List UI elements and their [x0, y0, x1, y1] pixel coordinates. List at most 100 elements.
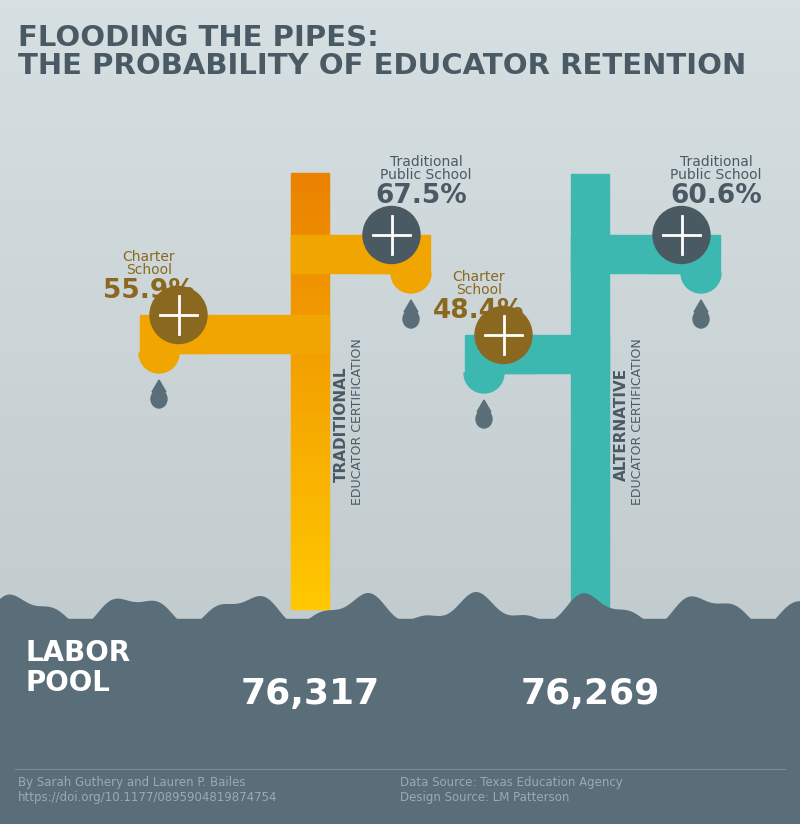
- Text: ALTERNATIVE: ALTERNATIVE: [614, 368, 629, 480]
- Bar: [0, 531, 800, 541]
- Text: By Sarah Guthery and Lauren P. Bailes: By Sarah Guthery and Lauren P. Bailes: [18, 776, 246, 789]
- Bar: [159, 315, 291, 353]
- Bar: [291, 179, 329, 185]
- Bar: [291, 330, 329, 337]
- Bar: [0, 572, 800, 583]
- Bar: [291, 358, 329, 364]
- Bar: [291, 531, 329, 538]
- Bar: [291, 235, 329, 273]
- Bar: [0, 94, 800, 104]
- Text: 48.4%: 48.4%: [434, 298, 525, 324]
- Bar: [291, 510, 329, 517]
- Bar: [291, 575, 329, 582]
- Text: School: School: [456, 283, 502, 297]
- Polygon shape: [0, 592, 800, 626]
- Bar: [0, 229, 800, 239]
- Bar: [0, 489, 800, 499]
- Bar: [291, 260, 329, 266]
- Text: 76,317: 76,317: [240, 677, 380, 711]
- Bar: [291, 586, 329, 592]
- Bar: [0, 333, 800, 344]
- Bar: [0, 592, 800, 603]
- Bar: [291, 570, 329, 576]
- Bar: [291, 401, 329, 408]
- Bar: [291, 276, 329, 283]
- Bar: [291, 543, 329, 549]
- Bar: [291, 374, 329, 381]
- Bar: [571, 235, 609, 273]
- Circle shape: [653, 207, 710, 264]
- Bar: [291, 548, 329, 555]
- Bar: [329, 235, 411, 273]
- Text: 60.6%: 60.6%: [670, 183, 762, 209]
- Bar: [0, 104, 800, 115]
- Bar: [0, 396, 800, 405]
- Polygon shape: [404, 300, 418, 312]
- Bar: [0, 218, 800, 229]
- Bar: [291, 424, 329, 429]
- Bar: [291, 445, 329, 452]
- Text: Traditional: Traditional: [390, 155, 462, 169]
- Bar: [0, 457, 800, 468]
- Bar: [0, 385, 800, 396]
- Bar: [571, 174, 609, 609]
- Bar: [291, 303, 329, 310]
- Bar: [0, 353, 800, 364]
- Text: Data Source: Texas Education Agency: Data Source: Texas Education Agency: [400, 776, 622, 789]
- Ellipse shape: [476, 410, 492, 428]
- Bar: [291, 320, 329, 326]
- Bar: [0, 364, 800, 374]
- Bar: [291, 363, 329, 370]
- Bar: [140, 315, 210, 353]
- Bar: [291, 516, 329, 522]
- Bar: [291, 537, 329, 544]
- Bar: [291, 456, 329, 462]
- Bar: [0, 344, 800, 353]
- Bar: [0, 302, 800, 312]
- Bar: [291, 504, 329, 511]
- Bar: [291, 499, 329, 506]
- Bar: [0, 541, 800, 551]
- Text: 55.9%: 55.9%: [103, 278, 195, 304]
- Bar: [291, 461, 329, 468]
- Bar: [0, 509, 800, 520]
- Bar: [291, 249, 329, 255]
- Text: EDUCATOR CERTIFICATION: EDUCATOR CERTIFICATION: [351, 339, 364, 509]
- Bar: [0, 374, 800, 385]
- Bar: [291, 227, 329, 234]
- Bar: [291, 521, 329, 527]
- Bar: [291, 407, 329, 414]
- Text: FLOODING THE PIPES:: FLOODING THE PIPES:: [18, 24, 378, 52]
- Bar: [291, 559, 329, 565]
- Bar: [0, 31, 800, 41]
- Bar: [291, 282, 329, 288]
- Bar: [0, 52, 800, 63]
- Text: Design Source: LM Patterson: Design Source: LM Patterson: [400, 791, 570, 804]
- Bar: [291, 369, 329, 375]
- Bar: [291, 527, 329, 533]
- Bar: [0, 21, 800, 31]
- Bar: [0, 124, 800, 135]
- Text: THE PROBABILITY OF EDUCATOR RETENTION: THE PROBABILITY OF EDUCATOR RETENTION: [18, 52, 746, 80]
- Bar: [0, 479, 800, 489]
- Bar: [0, 437, 800, 447]
- Bar: [291, 271, 329, 278]
- Bar: [0, 177, 800, 187]
- Circle shape: [363, 207, 420, 264]
- Bar: [291, 412, 329, 419]
- Bar: [0, 187, 800, 198]
- Bar: [0, 614, 800, 624]
- Bar: [291, 597, 329, 603]
- Bar: [0, 603, 800, 614]
- Bar: [291, 173, 329, 180]
- Bar: [0, 166, 800, 177]
- Bar: [291, 336, 329, 343]
- Wedge shape: [464, 373, 504, 393]
- Bar: [0, 41, 800, 52]
- Bar: [291, 466, 329, 473]
- Bar: [0, 619, 800, 824]
- Bar: [291, 315, 329, 321]
- Text: Charter: Charter: [122, 250, 175, 264]
- Wedge shape: [139, 353, 179, 373]
- Bar: [291, 293, 329, 299]
